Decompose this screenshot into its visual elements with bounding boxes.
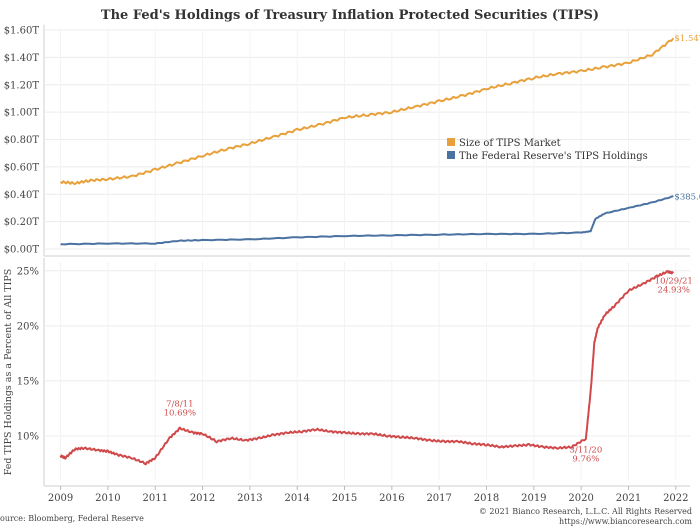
x-tick-label: 2010 (95, 493, 120, 504)
x-tick-label: 2021 (616, 493, 641, 504)
x-tick-label: 2015 (332, 493, 357, 504)
top-y-ticks: $0.00T $0.20T $0.40T $0.60T $0.80T $1.00T $1.2… (4, 26, 40, 256)
annotation-value: 10.69% (164, 408, 196, 418)
bottom-y-tick-label: 25% (17, 266, 39, 277)
top-series (59, 37, 675, 246)
end-label-fed-holdings: $385.01B (674, 192, 700, 202)
legend: Size of TIPS Market The Federal Reserve'… (447, 138, 648, 162)
bottom-y-tick-label: 15% (17, 376, 39, 387)
footer-url: https://www.biancoresearch.com (559, 517, 692, 526)
top-y-tick-label: $0.40T (4, 190, 40, 201)
annotation-value: 9.76% (572, 455, 599, 465)
bottom-y-tick-label: 20% (17, 321, 39, 332)
top-y-tick-label: $0.00T (4, 245, 40, 256)
x-tick-label: 2009 (48, 493, 73, 504)
bottom-y-ticks: 10% 15% 20% 25% (17, 266, 39, 442)
series-line-fed-holdings (60, 195, 674, 246)
series-line-fed-share (59, 270, 675, 466)
bottom-series (59, 270, 675, 466)
x-ticks: 2009 2010 2011 2012 2013 2014 2015 2016 2017 2018… (48, 486, 689, 504)
end-label-tips-market: $1.54T (674, 34, 700, 44)
x-tick-label: 2016 (379, 493, 404, 504)
x-tick-label: 2019 (521, 493, 546, 504)
top-y-tick-label: $0.60T (4, 162, 40, 173)
x-tick-label: 2011 (142, 493, 167, 504)
annotation-date: 10/29/21 (655, 277, 693, 287)
top-y-tick-label: $1.40T (4, 53, 40, 64)
top-y-tick-label: $0.80T (4, 135, 40, 146)
top-y-tick-label: $0.20T (4, 217, 40, 228)
legend-label-fed-holdings: The Federal Reserve's TIPS Holdings (459, 151, 648, 162)
legend-swatch-tips-market (447, 138, 455, 146)
top-y-tick-label: $1.00T (4, 108, 40, 119)
annotation-value: 24.93% (658, 286, 690, 296)
top-panel: $0.00T $0.20T $0.40T $0.60T $0.80T $1.00T $1.2… (4, 25, 700, 257)
bottom-grid (44, 262, 690, 480)
x-tick-label: 2022 (663, 493, 688, 504)
series-line-tips-market (59, 37, 675, 186)
bottom-y-axis-label: Fed TIPS Holdings as a Percent of All TI… (3, 269, 14, 476)
chart-title: The Fed's Holdings of Treasury Inflation… (101, 8, 599, 23)
x-tick-label: 2014 (284, 493, 309, 504)
top-grid (44, 29, 690, 250)
top-y-tick-label: $1.60T (4, 26, 40, 37)
bottom-y-tick-label: 10% (17, 431, 39, 442)
x-tick-label: 2020 (568, 493, 593, 504)
x-tick-label: 2017 (426, 493, 451, 504)
footer-copyright: © 2021 Bianco Research, L.L.C. All Right… (479, 507, 692, 516)
x-tick-label: 2018 (474, 493, 499, 504)
annotation-date: 3/11/20 (569, 446, 602, 456)
footer-source: ource: Bloomberg, Federal Reserve (0, 514, 144, 523)
legend-label-tips-market: Size of TIPS Market (459, 138, 561, 149)
top-y-tick-label: $1.20T (4, 80, 40, 91)
top-end-labels: $1.54T $385.01B (674, 34, 700, 202)
x-tick-label: 2013 (237, 493, 262, 504)
legend-swatch-fed-holdings (447, 151, 455, 159)
annotation-date: 7/8/11 (166, 399, 193, 409)
x-tick-label: 2012 (190, 493, 215, 504)
